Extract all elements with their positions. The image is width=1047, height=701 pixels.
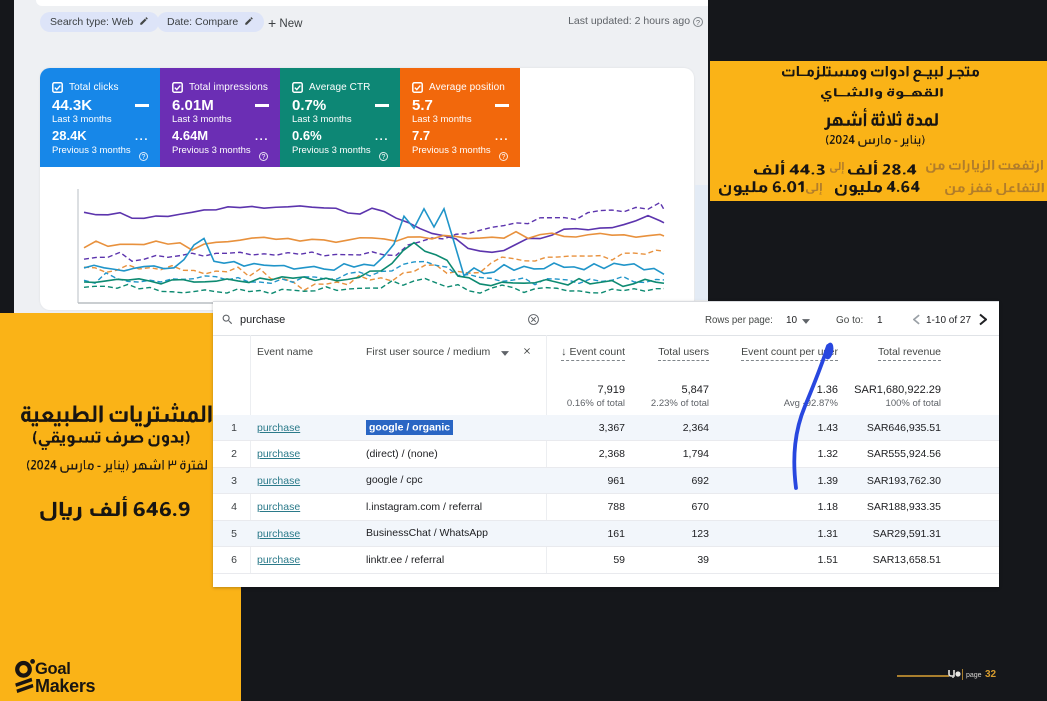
svg-text:Makers: Makers	[35, 676, 96, 695]
svg-text:Goal: Goal	[35, 660, 70, 678]
